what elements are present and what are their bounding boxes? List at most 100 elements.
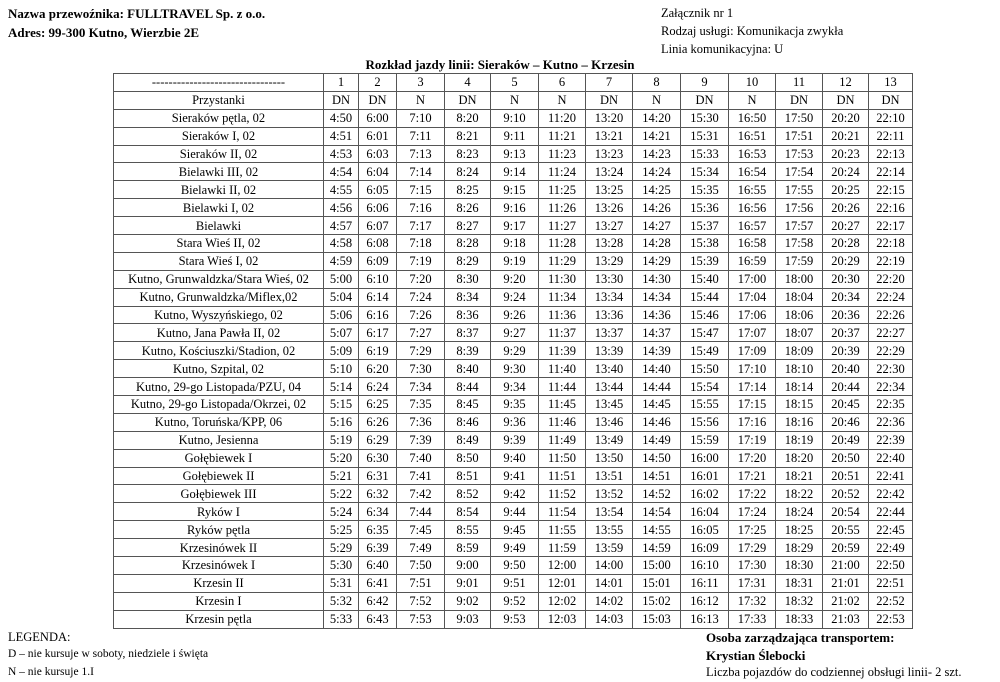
departure-time: 9:35 xyxy=(490,395,539,414)
departure-time: 7:44 xyxy=(396,502,445,522)
stop-name: Kutno, 29-go Listopada/PZU, 04 xyxy=(113,377,324,397)
departure-time: 5:33 xyxy=(323,609,359,629)
departure-time: 6:07 xyxy=(358,216,397,236)
departure-time: 11:50 xyxy=(538,448,586,468)
departure-time: 20:34 xyxy=(822,287,869,307)
departure-time: 16:05 xyxy=(680,520,729,540)
course-number-row: -------------------------------- 1 2 3 4 5 6 7 8… xyxy=(113,73,913,92)
departure-time: 20:25 xyxy=(822,180,869,200)
departure-time: 5:09 xyxy=(323,341,359,361)
departure-time: 22:53 xyxy=(868,609,913,629)
stop-name: Krzesinówek I xyxy=(113,556,324,575)
course-mark: N xyxy=(396,90,445,110)
departure-time: 17:51 xyxy=(775,126,823,146)
departure-time: 6:05 xyxy=(358,180,397,200)
stop-name: Bielawki xyxy=(113,216,324,236)
departure-time: 22:41 xyxy=(868,466,913,486)
table-row: Gołębiewek I 5:20 6:30 7:40 8:50 9:40 11:50 13:… xyxy=(113,448,913,468)
departure-time: 14:23 xyxy=(632,144,681,164)
departure-time: 15:36 xyxy=(680,198,729,218)
departure-time: 11:26 xyxy=(538,198,586,218)
departure-time: 18:00 xyxy=(775,269,823,289)
departure-time: 15:31 xyxy=(680,126,729,146)
stop-name: Krzesin II xyxy=(113,573,324,593)
departure-time: 14:40 xyxy=(632,359,681,379)
departure-time: 17:30 xyxy=(728,556,776,575)
departure-time: 11:34 xyxy=(538,287,586,307)
departure-time: 6:03 xyxy=(358,144,397,164)
departure-time: 20:49 xyxy=(822,430,869,450)
stop-name: Gołębiewek I xyxy=(113,448,324,468)
departure-time: 9:36 xyxy=(490,412,539,432)
stop-name: Sieraków I, 02 xyxy=(113,126,324,146)
departure-time: 7:18 xyxy=(396,234,445,253)
departure-time: 7:20 xyxy=(396,269,445,289)
departure-time: 22:34 xyxy=(868,377,913,397)
departure-time: 15:03 xyxy=(632,609,681,629)
stop-name: Kutno, Wyszyńskiego, 02 xyxy=(113,305,324,325)
departure-time: 11:49 xyxy=(538,430,586,450)
departure-time: 6:26 xyxy=(358,412,397,432)
departure-time: 17:53 xyxy=(775,144,823,164)
departure-time: 15:56 xyxy=(680,412,729,432)
table-row: Kutno, Grunwaldzka/Stara Wieś, 02 5:00 6:1… xyxy=(113,269,913,289)
departure-time: 9:00 xyxy=(444,556,491,575)
legend-n: N – nie kursuje 1.I xyxy=(8,666,94,678)
departure-time: 9:29 xyxy=(490,341,539,361)
departure-time: 11:59 xyxy=(538,538,586,558)
departure-time: 20:29 xyxy=(822,251,869,271)
departure-time: 4:56 xyxy=(323,198,359,218)
course-number: 12 xyxy=(822,73,869,92)
course-number: 11 xyxy=(775,73,823,92)
departure-time: 20:23 xyxy=(822,144,869,164)
departure-time: 14:39 xyxy=(632,341,681,361)
departure-time: 22:39 xyxy=(868,430,913,450)
departure-time: 4:50 xyxy=(323,108,359,128)
departure-time: 6:06 xyxy=(358,198,397,218)
departure-time: 11:36 xyxy=(538,305,586,325)
departure-time: 5:16 xyxy=(323,412,359,432)
departure-time: 13:45 xyxy=(585,395,633,414)
departure-time: 6:40 xyxy=(358,556,397,575)
departure-time: 14:00 xyxy=(585,556,633,575)
departure-time: 20:24 xyxy=(822,162,869,182)
departure-time: 8:21 xyxy=(444,126,491,146)
departure-time: 15:59 xyxy=(680,430,729,450)
table-row: Gołębiewek II 5:21 6:31 7:41 8:51 9:41 11:51 13… xyxy=(113,466,913,486)
course-mark: DN xyxy=(868,90,913,110)
departure-time: 11:30 xyxy=(538,269,586,289)
table-row: Krzesinówek II 5:29 6:39 7:49 8:59 9:49 11:59 1… xyxy=(113,538,913,558)
stop-name: Sieraków II, 02 xyxy=(113,144,324,164)
departure-time: 15:50 xyxy=(680,359,729,379)
departure-time: 7:26 xyxy=(396,305,445,325)
course-number: 4 xyxy=(444,73,491,92)
departure-time: 17:09 xyxy=(728,341,776,361)
departure-time: 17:50 xyxy=(775,108,823,128)
course-mark: N xyxy=(632,90,681,110)
departure-time: 14:51 xyxy=(632,466,681,486)
course-number: 10 xyxy=(728,73,776,92)
stop-name: Ryków I xyxy=(113,502,324,522)
departure-time: 16:55 xyxy=(728,180,776,200)
departure-time: 13:40 xyxy=(585,359,633,379)
departure-time: 11:46 xyxy=(538,412,586,432)
departure-time: 16:54 xyxy=(728,162,776,182)
departure-time: 13:59 xyxy=(585,538,633,558)
stop-name: Bielawki II, 02 xyxy=(113,180,324,200)
departure-time: 16:58 xyxy=(728,234,776,253)
manager-name: Krystian Ślebocki xyxy=(706,648,806,663)
table-row: Sieraków I, 02 4:51 6:01 7:11 8:21 9:11 11:21 1… xyxy=(113,126,913,146)
table-row: Kutno, Wyszyńskiego, 02 5:06 6:16 7:26 8:36 9… xyxy=(113,305,913,325)
departure-time: 13:27 xyxy=(585,216,633,236)
departure-time: 16:57 xyxy=(728,216,776,236)
departure-time: 17:21 xyxy=(728,466,776,486)
departure-time: 13:20 xyxy=(585,108,633,128)
departure-time: 11:45 xyxy=(538,395,586,414)
departure-time: 22:11 xyxy=(868,126,913,146)
departure-time: 7:10 xyxy=(396,108,445,128)
departure-time: 22:35 xyxy=(868,395,913,414)
departure-time: 13:39 xyxy=(585,341,633,361)
departure-time: 16:01 xyxy=(680,466,729,486)
departure-time: 18:14 xyxy=(775,377,823,397)
departure-time: 6:01 xyxy=(358,126,397,146)
